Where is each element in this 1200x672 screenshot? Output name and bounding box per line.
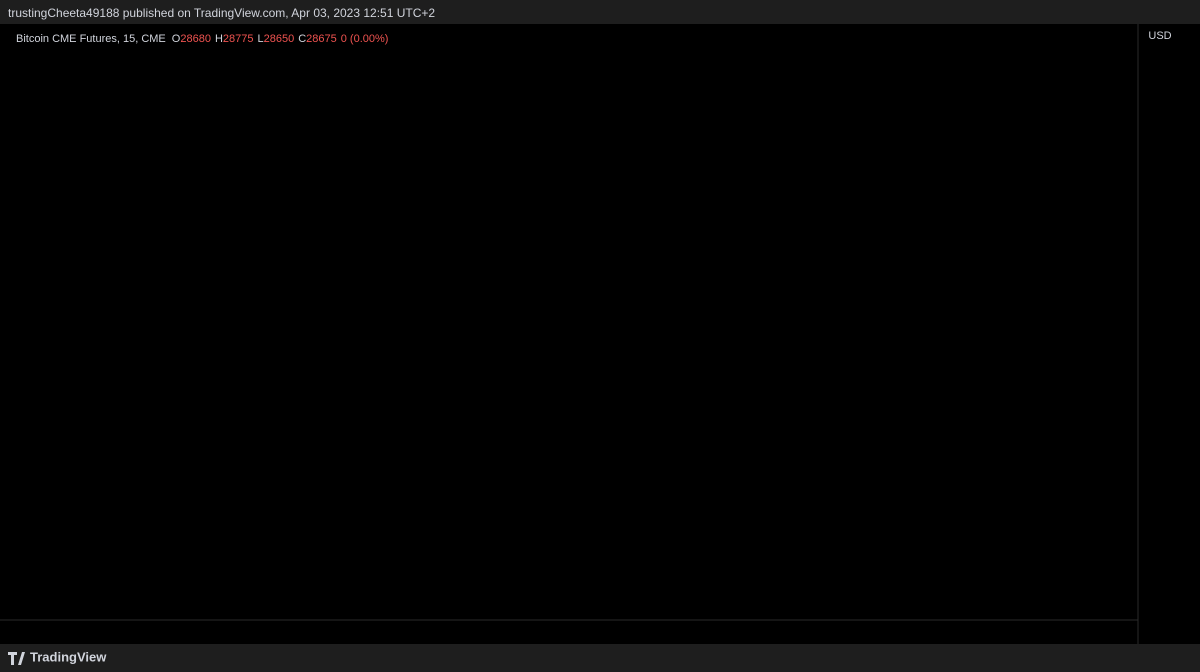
legend: Bitcoin CME Futures, 15, CME O28680 H28775… <box>16 33 388 45</box>
legend-value: 28675 <box>306 33 337 45</box>
legend-label: C <box>298 33 306 45</box>
legend-value: 28650 <box>264 33 295 45</box>
legend-label: H <box>215 33 223 45</box>
brand: TradingView <box>30 649 107 664</box>
publisher: trustingCheeta49188 published on Trading… <box>8 6 435 20</box>
symbol: Bitcoin CME Futures, 15, CME <box>16 33 166 45</box>
legend-value: 28775 <box>223 33 254 45</box>
legend-label: L <box>257 33 263 45</box>
logo <box>8 652 25 665</box>
legend-change: 0 (0.00%) <box>341 33 389 45</box>
ohlc: O28680 H28775 L28650 C28675 0 (0.00%) <box>172 33 389 45</box>
header-bar <box>0 0 1200 24</box>
legend-value: 28680 <box>180 33 211 45</box>
footer-bar <box>0 644 1200 672</box>
unit: USD <box>1148 30 1171 42</box>
legend-label: O <box>172 33 181 45</box>
